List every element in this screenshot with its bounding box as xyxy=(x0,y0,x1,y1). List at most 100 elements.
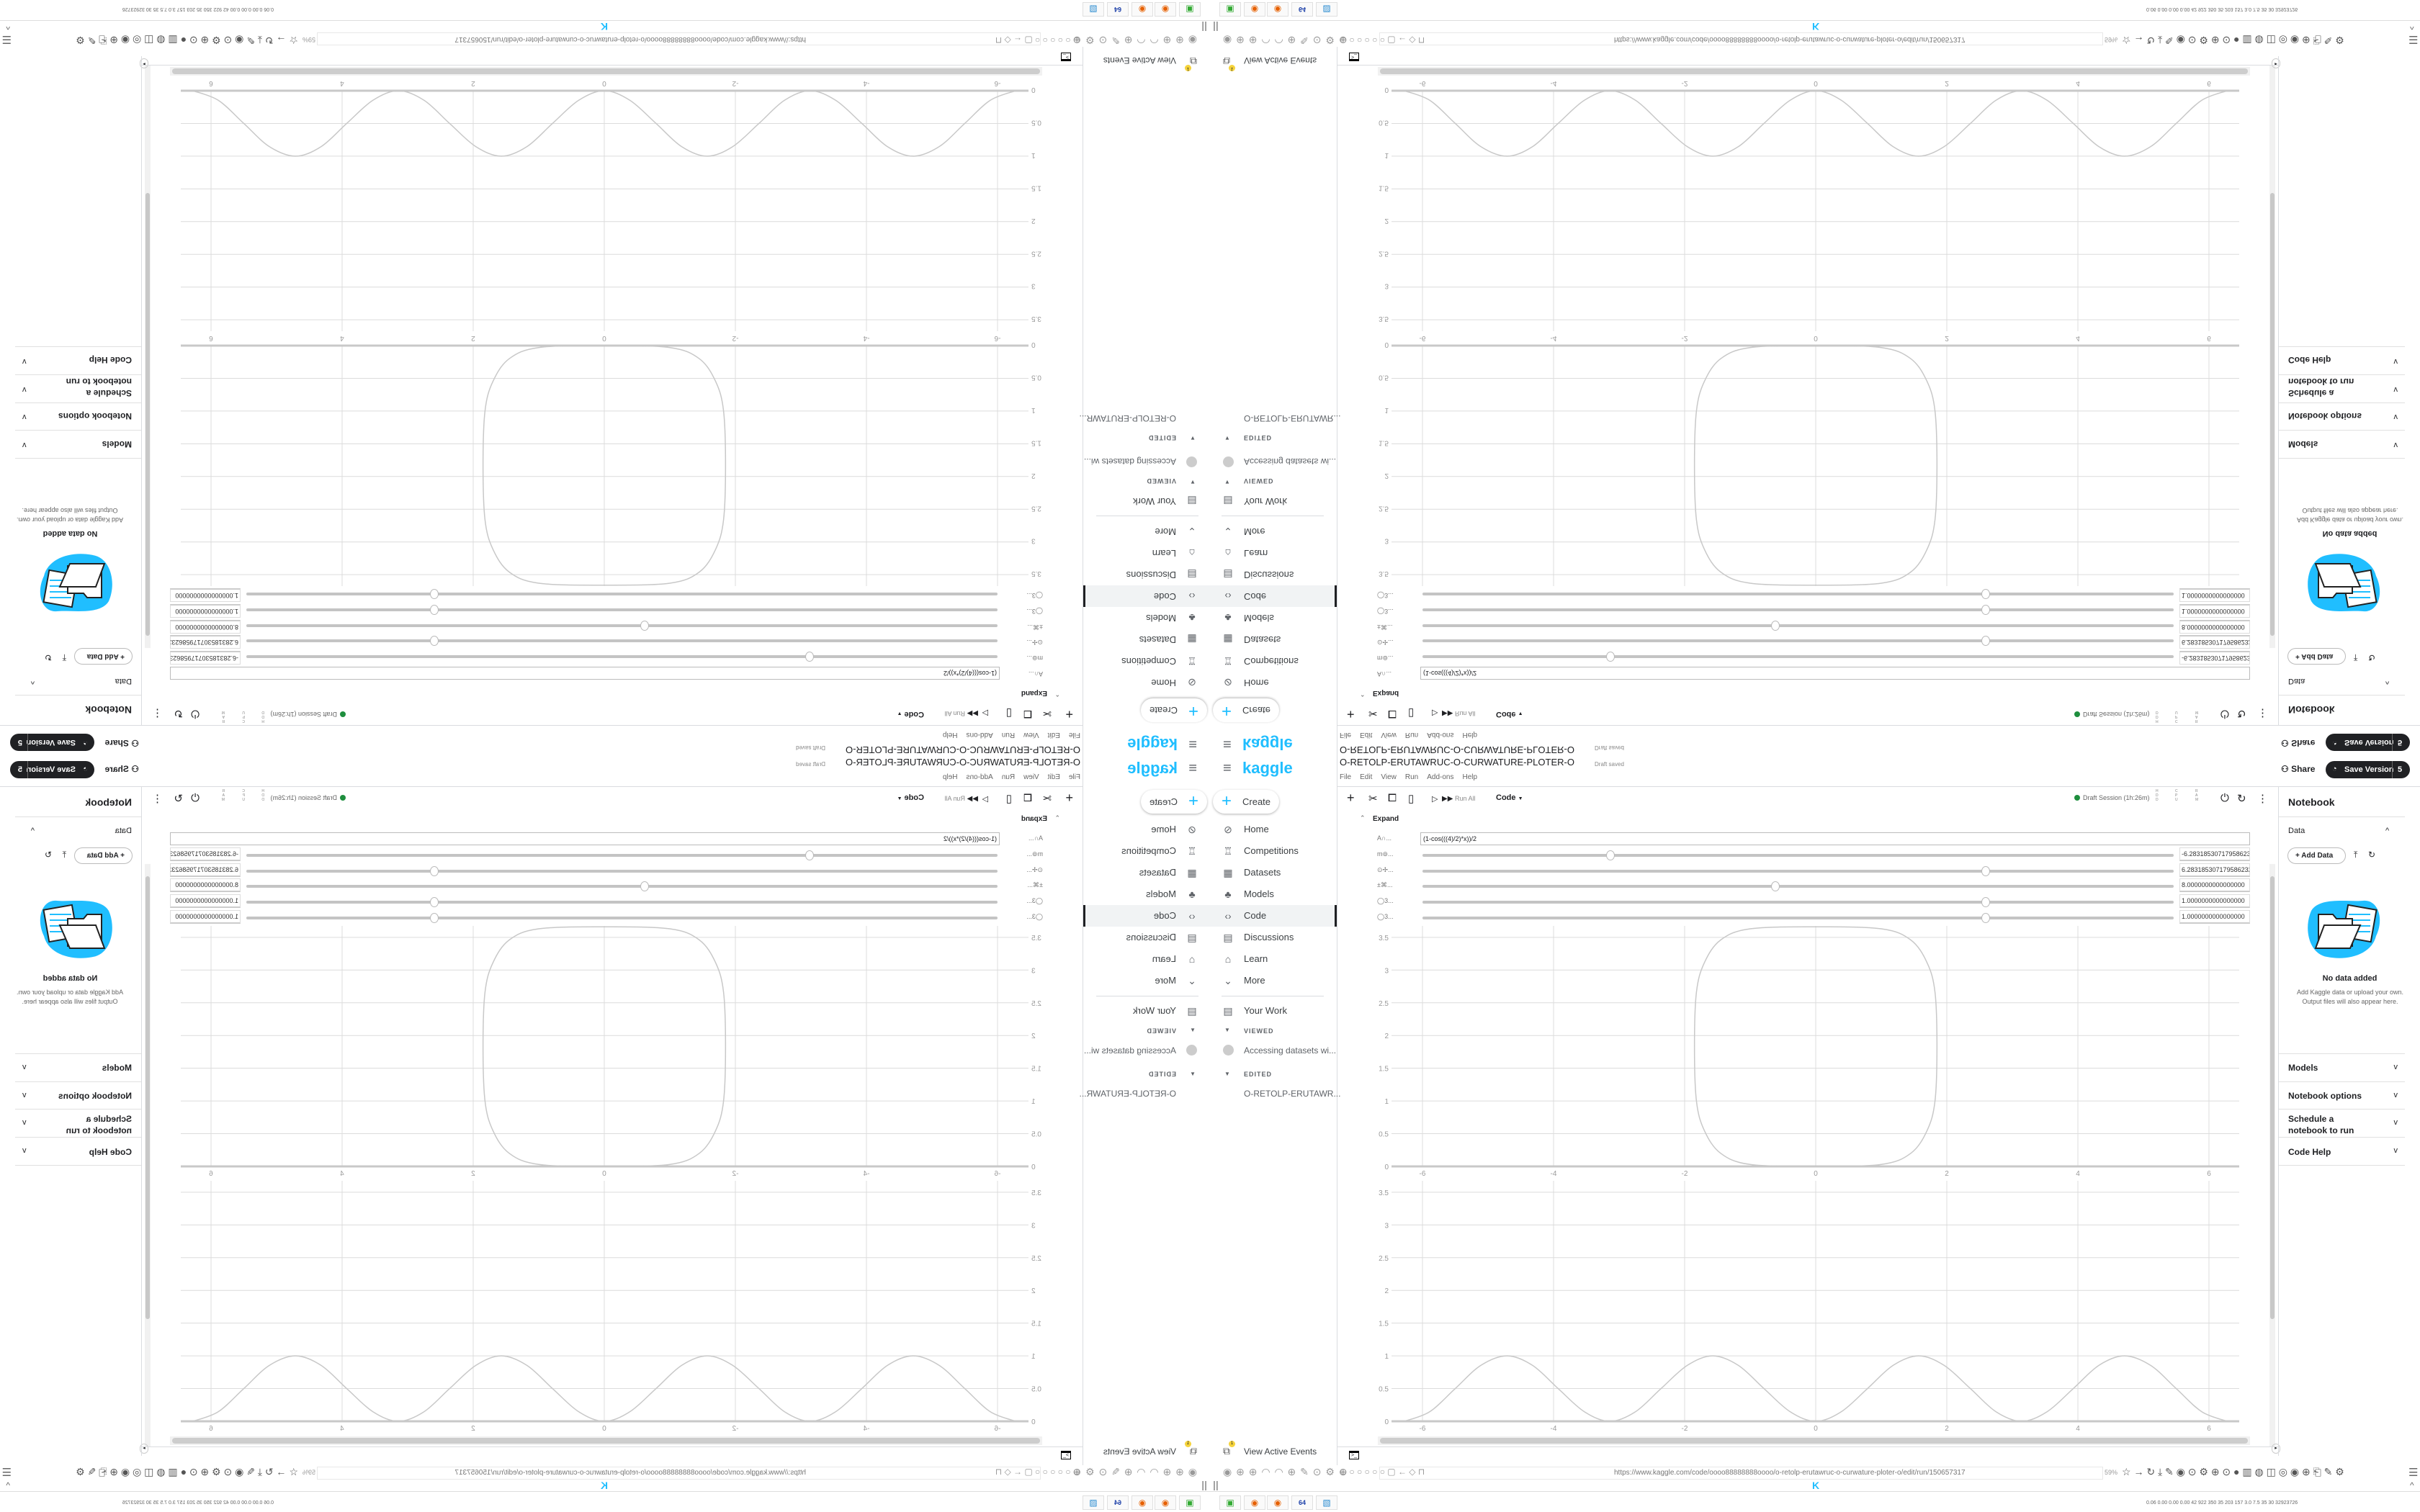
url-bar[interactable]: https://www.kaggle.com/code/oooo88888888… xyxy=(317,1467,1041,1480)
slider-track[interactable] xyxy=(1422,897,2174,908)
taskbar-item-firefox[interactable]: ◉ xyxy=(1244,2,1265,17)
extension-icons[interactable]: ☆ → ↻ ⤓ ✎ ◉ ⊙ ⚙ ⊕ ⊙ ● ▥ ◍ ◫ ◎ ◉ ⊕ ⎗ ✎ ⚙ xyxy=(76,1466,298,1477)
menu-edit[interactable]: Edit xyxy=(1360,773,1373,781)
paste-icon[interactable]: ▯ xyxy=(1408,793,1415,805)
sidebar-section-code-help[interactable]: Code Help v xyxy=(2279,1137,2405,1166)
menu-addons[interactable]: Add-ons xyxy=(1427,773,1454,781)
slider-value-input[interactable]: 1.0000000000000000 xyxy=(2179,894,2250,909)
sidebar-section-models[interactable]: Models v xyxy=(2279,431,2405,459)
taskbar-item-image-viewer[interactable]: ▧ xyxy=(1316,2,1337,17)
slider-track[interactable] xyxy=(1422,912,2174,923)
kaggle-favicon[interactable]: K xyxy=(1812,1480,1820,1491)
console-icon[interactable]: >_ xyxy=(1349,1451,1359,1459)
sidebar-section-schedule[interactable]: Schedule a notebook to run v xyxy=(2279,375,2405,403)
upload-icon[interactable]: ⤒ xyxy=(62,652,66,662)
center-tab-icons[interactable]: ◉ ⊕ ⊕ ◠ ◠ ⊕ ✎ ⊙ ⚙ ⊕ xyxy=(1072,1466,1197,1477)
run-icon[interactable]: ▷ xyxy=(1432,795,1438,804)
slider-value-input[interactable]: 8.0000000000000000 xyxy=(2179,878,2250,893)
chevron-up-icon[interactable]: ^ xyxy=(30,827,35,835)
chevron-up-icon[interactable]: ^ xyxy=(30,677,35,685)
slider-track[interactable] xyxy=(1422,865,2174,876)
slider-thumb[interactable] xyxy=(1981,912,1991,923)
vertical-scrollbar-thumb[interactable] xyxy=(2270,193,2275,636)
add-data-button[interactable]: + Add Data xyxy=(74,648,133,665)
kaggle-favicon[interactable]: K xyxy=(600,21,608,32)
run-all-icon[interactable]: ▶▶ xyxy=(1442,795,1453,803)
slider-thumb[interactable] xyxy=(1605,850,1615,860)
app-menu-icon[interactable]: ☰ xyxy=(1,33,12,45)
nav-discussions[interactable]: ▤ Discussions xyxy=(1210,927,1337,948)
taskbar-item-image-viewer[interactable]: ▧ xyxy=(1083,2,1104,17)
nav-more[interactable]: ⌄ More xyxy=(1210,970,1337,991)
vertical-scrollbar-thumb[interactable] xyxy=(145,876,150,1319)
zoom-level[interactable]: 59% xyxy=(302,36,315,43)
viewed-item[interactable]: Accessing datasets wi... xyxy=(1244,1045,1337,1056)
sidebar-section-notebook-options[interactable]: Notebook options v xyxy=(2279,1081,2405,1109)
add-data-button[interactable]: + Add Data xyxy=(74,847,133,864)
taskbar-item-floppy[interactable]: 64 xyxy=(1291,2,1313,17)
taskbar-item-firefox[interactable]: ◉ xyxy=(1155,1495,1176,1510)
sidebar-section-schedule[interactable]: Schedule a notebook to run v xyxy=(15,375,141,403)
add-data-button[interactable]: + Add Data xyxy=(2287,648,2346,665)
extension-icons[interactable]: ☆ → ↻ ⤓ ✎ ◉ ⊙ ⚙ ⊕ ⊙ ● ▥ ◍ ◫ ◎ ◉ ⊕ ⎗ ✎ ⚙ xyxy=(2122,35,2344,46)
taskbar-item-image-viewer[interactable]: ▧ xyxy=(1083,1495,1104,1510)
slider-value-input[interactable]: -6.283185307179586232 xyxy=(2179,847,2250,861)
chevron-up-icon[interactable]: ^ xyxy=(6,22,10,32)
chevron-up-icon[interactable]: ^ xyxy=(2385,827,2390,835)
add-data-button[interactable]: + Add Data xyxy=(2287,847,2346,864)
taskbar-item-floppy[interactable]: 64 xyxy=(1291,1495,1313,1510)
chevron-up-icon[interactable]: ^ xyxy=(6,1480,10,1490)
taskbar-item-server[interactable]: ▣ xyxy=(1219,2,1241,17)
sidebar-section-models[interactable]: Models v xyxy=(2279,1053,2405,1081)
kaggle-favicon[interactable]: K xyxy=(1812,21,1820,32)
sidebar-section-notebook-options[interactable]: Notebook options v xyxy=(15,403,141,431)
app-menu-icon[interactable]: ☰ xyxy=(1,1467,12,1479)
scroll-right-icon[interactable]: ▸ xyxy=(2272,1444,2280,1454)
slider-thumb[interactable] xyxy=(1981,897,1991,908)
nav-your-work[interactable]: ▤ Your Work xyxy=(1210,1000,1337,1022)
save-version-button[interactable]: ◔ Save Version 5 xyxy=(2326,761,2410,778)
nav-competitions[interactable]: ♖ Competitions xyxy=(1210,840,1337,862)
refresh-icon[interactable]: ↻ xyxy=(2368,850,2376,860)
expand-button[interactable]: Expand xyxy=(1373,815,1399,823)
taskbar-item-firefox[interactable]: ◉ xyxy=(1267,2,1289,17)
data-section-title[interactable]: Data xyxy=(115,677,132,685)
menu-view[interactable]: View xyxy=(1381,773,1397,781)
taskbar-item-firefox[interactable]: ◉ xyxy=(1155,2,1176,17)
taskbar-item-floppy[interactable]: 64 xyxy=(1107,1495,1129,1510)
vertical-scrollbar-thumb[interactable] xyxy=(145,193,150,636)
refresh-icon[interactable]: ↻ xyxy=(44,850,52,860)
expand-chevron-icon[interactable]: ⌃ xyxy=(1360,814,1366,822)
url-bar[interactable]: https://www.kaggle.com/code/oooo88888888… xyxy=(1379,1467,2103,1480)
slider-value-input[interactable]: 1.0000000000000000 xyxy=(2179,909,2250,924)
taskbar-item-firefox[interactable]: ◉ xyxy=(1267,1495,1289,1510)
pause-icon[interactable]: || xyxy=(1201,1479,1207,1490)
cell-type-select[interactable]: Code ▼ xyxy=(1496,793,1523,802)
refresh-icon[interactable]: ↻ xyxy=(2368,652,2376,662)
sidebar-section-code-help[interactable]: Code Help v xyxy=(15,346,141,375)
hamburger-icon[interactable]: ≡ xyxy=(1223,760,1232,776)
taskbar-item-firefox[interactable]: ◉ xyxy=(1131,1495,1153,1510)
taskbar-item-image-viewer[interactable]: ▧ xyxy=(1316,1495,1337,1510)
nav-models[interactable]: ♣ Models xyxy=(1210,883,1337,905)
share-button[interactable]: ⚇ Share xyxy=(2281,764,2315,774)
zoom-level[interactable]: 59% xyxy=(302,1469,315,1476)
run-all-button[interactable]: Run All xyxy=(1455,795,1476,802)
upload-icon[interactable]: ⤒ xyxy=(2354,652,2358,662)
active-events-icon[interactable]: ⧉ xyxy=(1223,1445,1230,1457)
sidebar-section-schedule[interactable]: Schedule a notebook to run v xyxy=(2279,1109,2405,1137)
taskbar-item-server[interactable]: ▣ xyxy=(1219,1495,1241,1510)
taskbar-item-firefox[interactable]: ◉ xyxy=(1244,1495,1265,1510)
create-button[interactable]: + Create xyxy=(1213,790,1279,814)
menu-help[interactable]: Help xyxy=(1462,773,1478,781)
edited-item[interactable]: O-RETOLP-ERUTAWR... xyxy=(1244,1089,1341,1099)
app-menu-icon[interactable]: ☰ xyxy=(2408,1467,2419,1479)
horizontal-scrollbar-thumb[interactable] xyxy=(172,1438,1040,1444)
center-tab-icons[interactable]: ◉ ⊕ ⊕ ◠ ◠ ⊕ ✎ ⊙ ⚙ ⊕ xyxy=(1223,1466,1348,1477)
caret-down-icon[interactable]: ▼ xyxy=(1224,1071,1230,1077)
session-status[interactable]: Draft Session (1h:26m) xyxy=(2083,794,2150,801)
formula-input[interactable]: (1-cos(((4)/2)*x))/2 xyxy=(1420,832,2250,845)
menu-run[interactable]: Run xyxy=(1404,773,1419,781)
upload-icon[interactable]: ⤒ xyxy=(2354,850,2358,860)
sidebar-section-code-help[interactable]: Code Help v xyxy=(2279,346,2405,375)
